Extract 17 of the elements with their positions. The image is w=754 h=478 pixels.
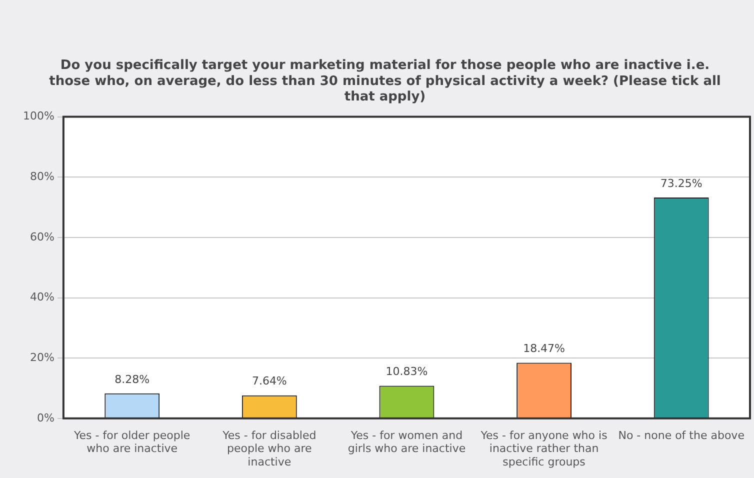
data-label: 8.28% bbox=[114, 372, 150, 386]
x-tick-label: Yes - for anyone who is inactive rather than specific groups bbox=[480, 428, 608, 468]
y-tick-label: 20% bbox=[30, 350, 54, 364]
data-label: 73.25% bbox=[660, 176, 702, 190]
data-label: 7.64% bbox=[252, 374, 287, 388]
data-label: 18.47% bbox=[523, 342, 566, 356]
y-tick-label: 80% bbox=[30, 170, 54, 183]
y-tick-label: 100% bbox=[22, 110, 54, 123]
y-tick-label: 60% bbox=[30, 230, 54, 244]
y-tick-label: 0% bbox=[36, 411, 54, 424]
x-tick-label: Yes - for women and girls who are inactive bbox=[348, 428, 466, 456]
y-tick-label: 40% bbox=[30, 290, 54, 304]
x-tick-label: No - none of the above bbox=[618, 428, 745, 442]
data-label: 10.83% bbox=[386, 365, 428, 378]
x-tick-label: Yes - for disabled people who are inactive bbox=[222, 428, 316, 468]
x-tick-label: Yes - for older people who are inactive bbox=[73, 428, 190, 456]
chart-title: Do you specifically target your marketing material for those people who are inactive i.e. those who, on average, do less than 30 minutes of physical activity a week? (Please tick all that apply) bbox=[49, 58, 721, 104]
